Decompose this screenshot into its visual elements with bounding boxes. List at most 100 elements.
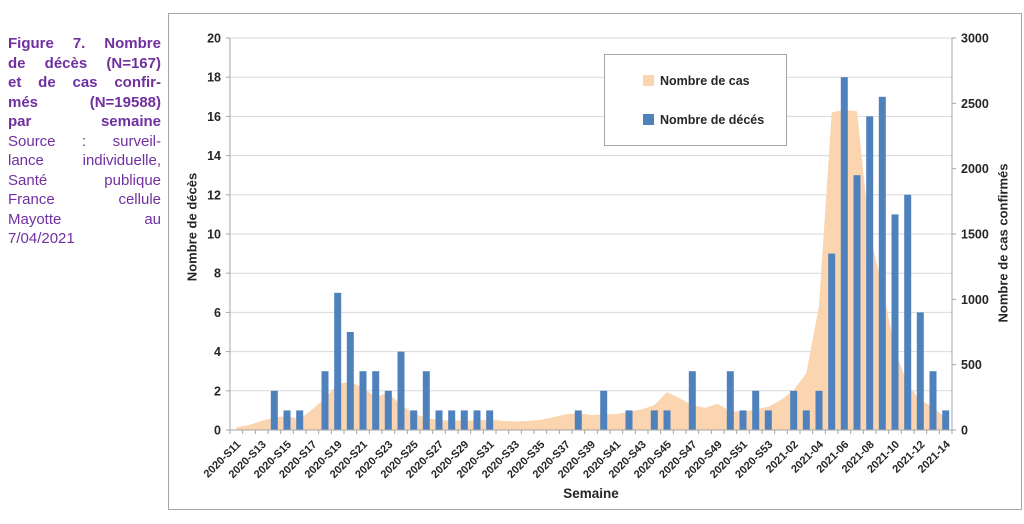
left-axis-tick-label: 14 — [207, 149, 221, 163]
caption-line: de décès (N=167) — [8, 54, 161, 74]
deaths-bar-swatch-icon — [643, 114, 654, 125]
left-axis-tick-label: 18 — [207, 71, 221, 85]
left-axis-tick-label: 0 — [214, 424, 221, 438]
deaths-bar — [410, 410, 418, 430]
deaths-bar — [726, 371, 734, 430]
deaths-bar — [372, 371, 380, 430]
deaths-bar — [574, 410, 582, 430]
caption-line: més (N=19588) — [8, 93, 161, 113]
right-axis-title: Nombre de cas confirmés — [995, 163, 1011, 323]
deaths-bar — [942, 410, 950, 430]
caption-word: par — [8, 113, 32, 130]
caption-word: cellule — [118, 191, 161, 208]
deaths-bar — [448, 410, 456, 430]
caption-word: 7/04/2021 — [8, 230, 75, 247]
deaths-bar — [891, 214, 899, 430]
right-axis-tick-label: 500 — [961, 358, 982, 372]
caption-line: par semaine — [8, 112, 161, 132]
cases-area-series — [236, 109, 946, 431]
caption-word: de — [8, 54, 26, 72]
deaths-bar — [321, 371, 329, 430]
caption-word: au — [144, 210, 161, 228]
caption-word: : — [82, 132, 87, 150]
legend-item-deaths: Nombre de décés — [643, 113, 786, 127]
caption-line: Mayotte au — [8, 210, 161, 230]
caption-word: décès — [44, 54, 88, 72]
deaths-bar — [916, 312, 924, 430]
caption-line: 7/04/2021 — [8, 229, 161, 249]
caption-word: (N=167) — [106, 54, 161, 72]
deaths-bar — [270, 390, 278, 430]
left-axis-tick-label: 16 — [207, 110, 221, 124]
left-axis-tick-label: 6 — [214, 306, 221, 320]
figure-caption: Figure 7. Nombre de décès (N=167) et de cas confi… — [8, 34, 161, 249]
deaths-bar — [752, 390, 760, 430]
deaths-bar — [600, 390, 608, 430]
left-axis-tick-label: 10 — [207, 228, 221, 242]
deaths-bar — [283, 410, 291, 430]
caption-word: Figure — [8, 35, 54, 52]
deaths-bar — [663, 410, 671, 430]
left-axis-tick-label: 20 — [207, 32, 221, 46]
deaths-bar — [384, 390, 392, 430]
caption-word: cas — [72, 74, 98, 91]
caption-word: 7. — [72, 35, 86, 52]
right-axis-tick-label: 1500 — [961, 228, 989, 242]
deaths-bar — [878, 96, 886, 431]
legend-label-cases: Nombre de cas — [660, 73, 750, 88]
deaths-bar — [296, 410, 304, 430]
right-axis-tick-label: 1000 — [961, 293, 989, 307]
deaths-bar — [359, 371, 367, 430]
caption-word: de — [38, 74, 56, 91]
caption-word: Santé — [8, 171, 48, 189]
caption-line: Source: surveil- — [8, 132, 161, 152]
legend: Nombre de cas Nombre de décés — [604, 54, 787, 146]
caption-word: surveil- — [112, 132, 161, 150]
caption-line: Figure 7. Nombre — [8, 34, 161, 54]
deaths-bar — [866, 116, 874, 431]
cases-area-swatch-icon — [643, 75, 654, 86]
deaths-bar — [840, 77, 848, 430]
deaths-bar — [435, 410, 443, 430]
caption-line: et de cas confir- — [8, 73, 161, 93]
caption-word: individuelle, — [82, 152, 161, 169]
chart-canvas: 0 2 4 6 8 10 12 14 16 18 20 0 500 1000 1500 2000 2500 300… — [202, 32, 989, 481]
caption-line: France cellule — [8, 190, 161, 210]
left-axis-title: Nombre de décès — [184, 172, 200, 282]
caption-word: (N=19588) — [89, 93, 161, 111]
deaths-bar — [929, 371, 937, 430]
deaths-bar — [802, 410, 810, 430]
left-axis-tick-label: 12 — [207, 188, 221, 202]
left-axis-tick-label: 2 — [214, 384, 221, 398]
deaths-bar — [739, 410, 747, 430]
deaths-bar — [334, 292, 342, 430]
deaths-bar — [486, 410, 494, 430]
caption-word: publique — [104, 171, 161, 189]
deaths-bar — [815, 390, 823, 430]
caption-word: semaine — [100, 113, 161, 130]
deaths-bar — [460, 410, 468, 430]
deaths-bar — [422, 371, 430, 430]
deaths-bar — [625, 410, 633, 430]
left-axis-tick-label: 8 — [214, 267, 221, 281]
caption-word: més — [8, 93, 39, 111]
deaths-bar — [790, 390, 798, 430]
right-axis-tick-label: 0 — [961, 424, 968, 438]
right-axis-tick-label: 2000 — [961, 162, 989, 176]
deaths-bar — [828, 253, 836, 430]
caption-line: Santé publique — [8, 171, 161, 191]
deaths-bar — [853, 175, 861, 430]
deaths-bar — [904, 194, 912, 430]
right-axis-tick-label: 2500 — [961, 97, 989, 111]
legend-label-deaths: Nombre de décés — [660, 112, 765, 127]
right-axis-tick-label: 3000 — [961, 32, 989, 46]
caption-word: lance — [8, 152, 44, 169]
deaths-bar — [650, 410, 658, 430]
deaths-bar — [764, 410, 772, 430]
legend-item-cases: Nombre de cas — [643, 74, 786, 88]
deaths-bar — [346, 332, 354, 430]
chart-container: 0 2 4 6 8 10 12 14 16 18 20 0 500 1000 1500 2000 2500 300… — [168, 13, 1022, 510]
deaths-bar — [688, 371, 696, 430]
caption-word: France — [8, 191, 55, 208]
caption-word: Nombre — [104, 35, 161, 52]
